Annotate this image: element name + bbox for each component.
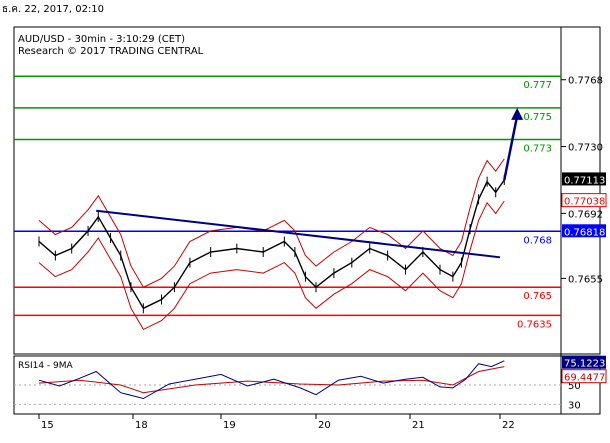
rsi-value-label: 75.1223 [564,359,605,370]
price-axis-tag-label: 0.76818 [564,227,605,238]
level-label: 0.773 [523,144,552,155]
rsi-panel: 50 30 75.1223 69.4477 [14,355,607,411]
time-tick-label: 21 [412,420,425,431]
rsi-tick-label: 50 [568,381,581,392]
bollinger-price-tag [561,193,607,208]
chart-subtitle: Research © 2017 TRADING CENTRAL [18,46,204,57]
rsi-ma-tag [561,369,607,384]
price-tick-label: 0.7655 [568,274,603,285]
trendline [96,209,501,259]
rsi-ma-label: 69.4477 [564,373,605,384]
support-resistance-levels: 0.777 0.775 0.773 0.768 0.76818 0.765 0.7635 [14,75,606,330]
main-panel-border [13,26,601,355]
level-label: 0.768 [523,235,552,246]
time-tick-label: 19 [223,420,236,431]
bollinger-price-label: 0.77038 [564,197,605,208]
time-tick-label: 18 [135,420,148,431]
level-label: 0.765 [523,291,552,302]
time-tick-label: 15 [41,420,54,431]
projection-arrow-head [511,107,524,120]
time-tick-label: 22 [502,420,515,431]
bollinger-upper-band [38,158,505,288]
level-label: 0.777 [523,80,552,91]
price-tick-label: 0.7692 [568,209,603,220]
current-price-label: 0.77113 [564,175,605,186]
axis-labels: 0.7768 0.7730 0.7692 0.7655 0.77113 0.77038 15… [38,76,607,431]
rsi-panel-border [13,355,601,415]
time-tick-label: 20 [318,420,331,431]
rsi-value-tag [562,355,606,369]
bollinger-lower-band [38,200,505,331]
rsi-title: RSI14 - 9MA [18,361,74,371]
price-series [38,158,505,331]
timestamp-label: ธ.ค. 22, 2017, 02:10 [2,4,104,15]
trend-overlays [96,107,524,259]
rsi-ma-line [38,366,505,394]
level-label: 0.775 [523,112,552,123]
price-tick-label: 0.7768 [568,76,603,87]
chart-title: AUD/USD - 30min - 3:10:29 (CET) [18,34,185,45]
price-tick-label: 0.7730 [568,143,603,154]
current-price-tag [562,172,606,186]
projection-arrow-shaft [503,115,519,181]
rsi-line [38,360,505,400]
level-label: 0.7635 [517,319,552,330]
rsi-tick-label: 30 [568,400,581,411]
price-line [38,179,505,310]
price-axis-tag [562,224,606,238]
